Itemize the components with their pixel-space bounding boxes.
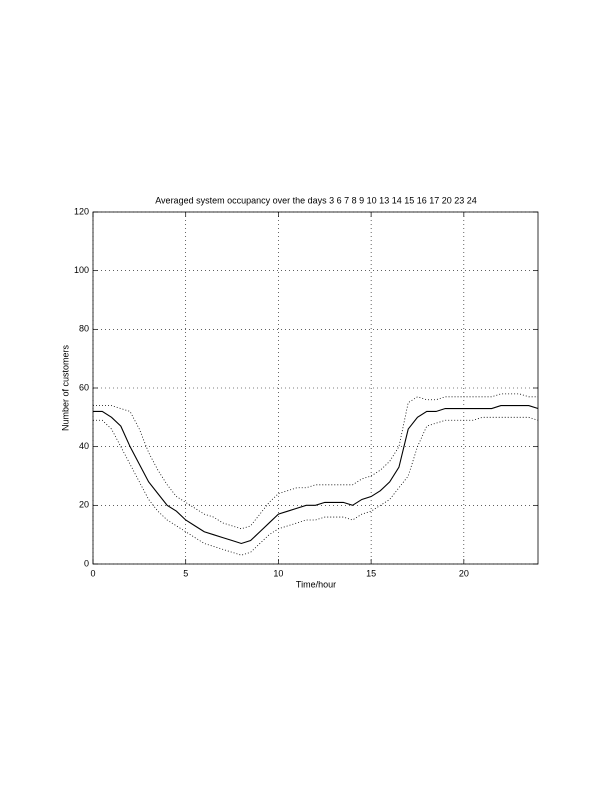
plot-frame: [92, 211, 539, 565]
y-tick-label: 80: [79, 324, 89, 334]
y-tick-label: 100: [74, 265, 89, 275]
y-tick-label: 20: [79, 500, 89, 510]
x-tick-label: 10: [273, 568, 283, 578]
x-axis-label: Time/hour: [296, 579, 336, 589]
y-axis-label: Number of customers: [60, 344, 70, 431]
x-tick-label: 20: [459, 568, 469, 578]
data-line: [93, 405, 539, 545]
x-tick-label: 0: [90, 568, 95, 578]
y-tick-label: 40: [79, 441, 89, 451]
y-tick-label: 120: [74, 206, 89, 216]
x-tick-label: 5: [183, 568, 188, 578]
chart-title: Averaged system occupancy over the days …: [155, 195, 477, 205]
x-tick-label: 15: [366, 568, 376, 578]
y-tick-label: 60: [79, 382, 89, 392]
data-line: [93, 416, 539, 556]
y-tick-label: 0: [84, 558, 89, 568]
data-line: [93, 393, 538, 530]
